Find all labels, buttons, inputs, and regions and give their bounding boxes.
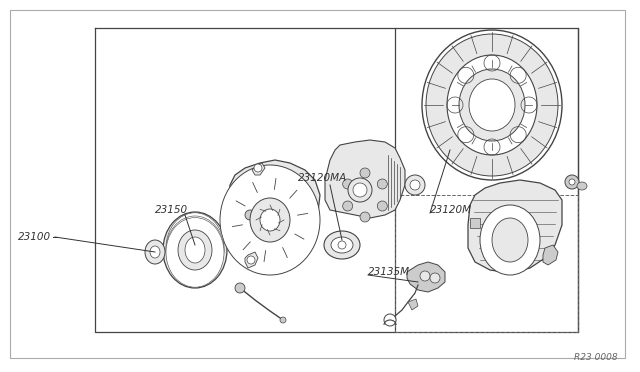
Circle shape <box>235 283 245 293</box>
Ellipse shape <box>220 165 320 275</box>
Ellipse shape <box>166 213 224 282</box>
Circle shape <box>378 179 387 189</box>
Circle shape <box>353 183 367 197</box>
Ellipse shape <box>480 205 540 275</box>
Polygon shape <box>245 252 258 268</box>
Ellipse shape <box>250 198 290 242</box>
Ellipse shape <box>459 69 525 141</box>
Circle shape <box>430 273 440 283</box>
Text: 23120M: 23120M <box>430 205 472 215</box>
Polygon shape <box>407 262 445 292</box>
Circle shape <box>420 271 430 281</box>
Circle shape <box>342 179 353 189</box>
Ellipse shape <box>166 216 224 284</box>
Text: 23100: 23100 <box>18 232 51 242</box>
Circle shape <box>254 164 262 172</box>
Polygon shape <box>408 299 418 310</box>
Ellipse shape <box>185 237 205 263</box>
Circle shape <box>247 256 255 264</box>
Ellipse shape <box>331 237 353 253</box>
Circle shape <box>245 210 255 220</box>
Text: 23120MA: 23120MA <box>298 173 348 183</box>
Circle shape <box>384 314 396 326</box>
Ellipse shape <box>469 79 515 131</box>
Circle shape <box>378 201 387 211</box>
Text: R23 0008: R23 0008 <box>574 353 618 362</box>
Ellipse shape <box>447 55 537 155</box>
Polygon shape <box>470 218 480 228</box>
Circle shape <box>342 201 353 211</box>
Text: 23135M: 23135M <box>368 267 410 277</box>
Circle shape <box>360 168 370 178</box>
Circle shape <box>280 317 286 323</box>
Circle shape <box>405 175 425 195</box>
Ellipse shape <box>260 209 280 231</box>
Ellipse shape <box>577 182 587 190</box>
Ellipse shape <box>324 231 360 259</box>
Polygon shape <box>325 140 405 218</box>
Circle shape <box>348 178 372 202</box>
Polygon shape <box>543 245 558 265</box>
Ellipse shape <box>166 218 224 287</box>
Circle shape <box>569 179 575 185</box>
Circle shape <box>565 175 579 189</box>
Ellipse shape <box>145 240 165 264</box>
Ellipse shape <box>422 30 562 180</box>
Polygon shape <box>252 163 265 175</box>
Circle shape <box>338 241 346 249</box>
Ellipse shape <box>426 34 558 176</box>
Ellipse shape <box>178 230 212 270</box>
Circle shape <box>410 180 420 190</box>
Text: 23150: 23150 <box>155 205 188 215</box>
Ellipse shape <box>150 246 160 258</box>
Polygon shape <box>468 180 562 273</box>
Ellipse shape <box>163 212 227 288</box>
Polygon shape <box>228 160 320 252</box>
Circle shape <box>360 212 370 222</box>
Ellipse shape <box>492 218 528 262</box>
